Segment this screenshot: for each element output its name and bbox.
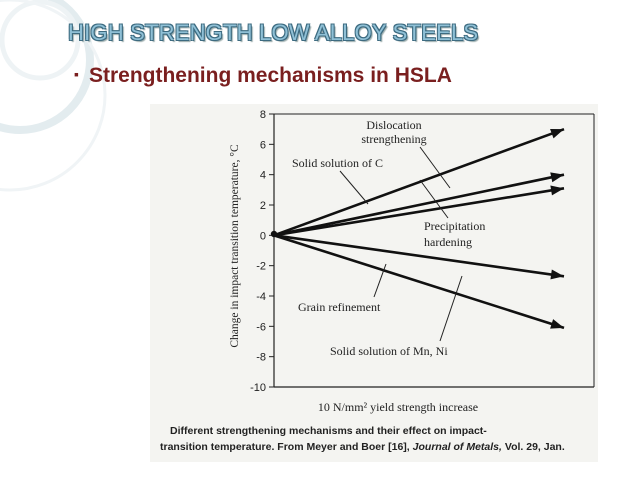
- y-tick-label: 2: [260, 200, 266, 212]
- series-arrowhead: [550, 319, 564, 329]
- leader-dislocation: [419, 146, 451, 189]
- series-arrowhead: [550, 269, 564, 280]
- y-tick-label: -2: [256, 261, 266, 273]
- label-dislocation-2: strengthening: [361, 132, 426, 146]
- label-solid-solution-c: Solid solution of C: [292, 156, 383, 170]
- y-tick-label: 6: [260, 139, 266, 151]
- y-axis-label: Change in impact transition temperature,…: [229, 144, 241, 348]
- bullet-point: ▪ Strengthening mechanisms in HSLA: [74, 64, 452, 88]
- caption-line-2: transition temperature. From Meyer and B…: [160, 441, 565, 453]
- y-tick-label: 4: [260, 170, 266, 182]
- label-solid-solution-mn-ni: Solid solution of Mn, Ni: [330, 344, 448, 358]
- caption-line-1: Different strengthening mechanisms and t…: [170, 425, 487, 437]
- y-tick-label: -4: [256, 291, 266, 303]
- leader-grain-refinement: [373, 263, 387, 298]
- series-arrowhead: [550, 185, 564, 196]
- label-dislocation-1: Dislocation: [366, 118, 421, 132]
- series-line: [273, 173, 565, 237]
- leader-precipitation: [419, 179, 449, 219]
- impact-transition-chart: 8 6 4 2 0 -2 -4 -6 -8 -10 Change in impact transi…: [160, 109, 595, 453]
- series-arrowhead: [550, 172, 564, 183]
- y-tick-label: -10: [250, 382, 266, 394]
- label-precipitation-1: Precipitation: [424, 219, 485, 233]
- series-arrowhead: [550, 128, 564, 139]
- series-line: [273, 234, 565, 278]
- series-line: [273, 127, 565, 237]
- label-precipitation-2: hardening: [424, 235, 472, 249]
- series-line: [273, 234, 565, 330]
- label-grain-refinement: Grain refinement: [298, 300, 381, 314]
- figure-scan: 8 6 4 2 0 -2 -4 -6 -8 -10 Change in impact transi…: [150, 104, 598, 462]
- bullet-square-icon: ▪: [74, 66, 79, 82]
- y-tick-label: 0: [260, 230, 266, 242]
- y-tick-label: -6: [256, 321, 266, 333]
- caption-journal: Journal of Metals,: [413, 441, 502, 453]
- leader-solid-solution-c: [339, 170, 369, 205]
- leader-solid-solution-mn-ni: [439, 275, 463, 342]
- bullet-text: Strengthening mechanisms in HSLA: [88, 64, 452, 87]
- slide-title: HIGH STRENGTH LOW ALLOY STEELS: [68, 20, 479, 45]
- caption-tail: Vol. 29, Jan.: [505, 441, 565, 453]
- y-tick-label: -8: [256, 352, 266, 364]
- x-axis-label: 10 N/mm² yield strength increase: [318, 400, 478, 414]
- origin-point: [270, 230, 278, 238]
- caption-source: transition temperature. From Meyer and B…: [160, 441, 410, 453]
- decor-ring-small: [0, 0, 81, 81]
- y-tick-label: 8: [260, 109, 266, 121]
- series-line: [273, 187, 565, 237]
